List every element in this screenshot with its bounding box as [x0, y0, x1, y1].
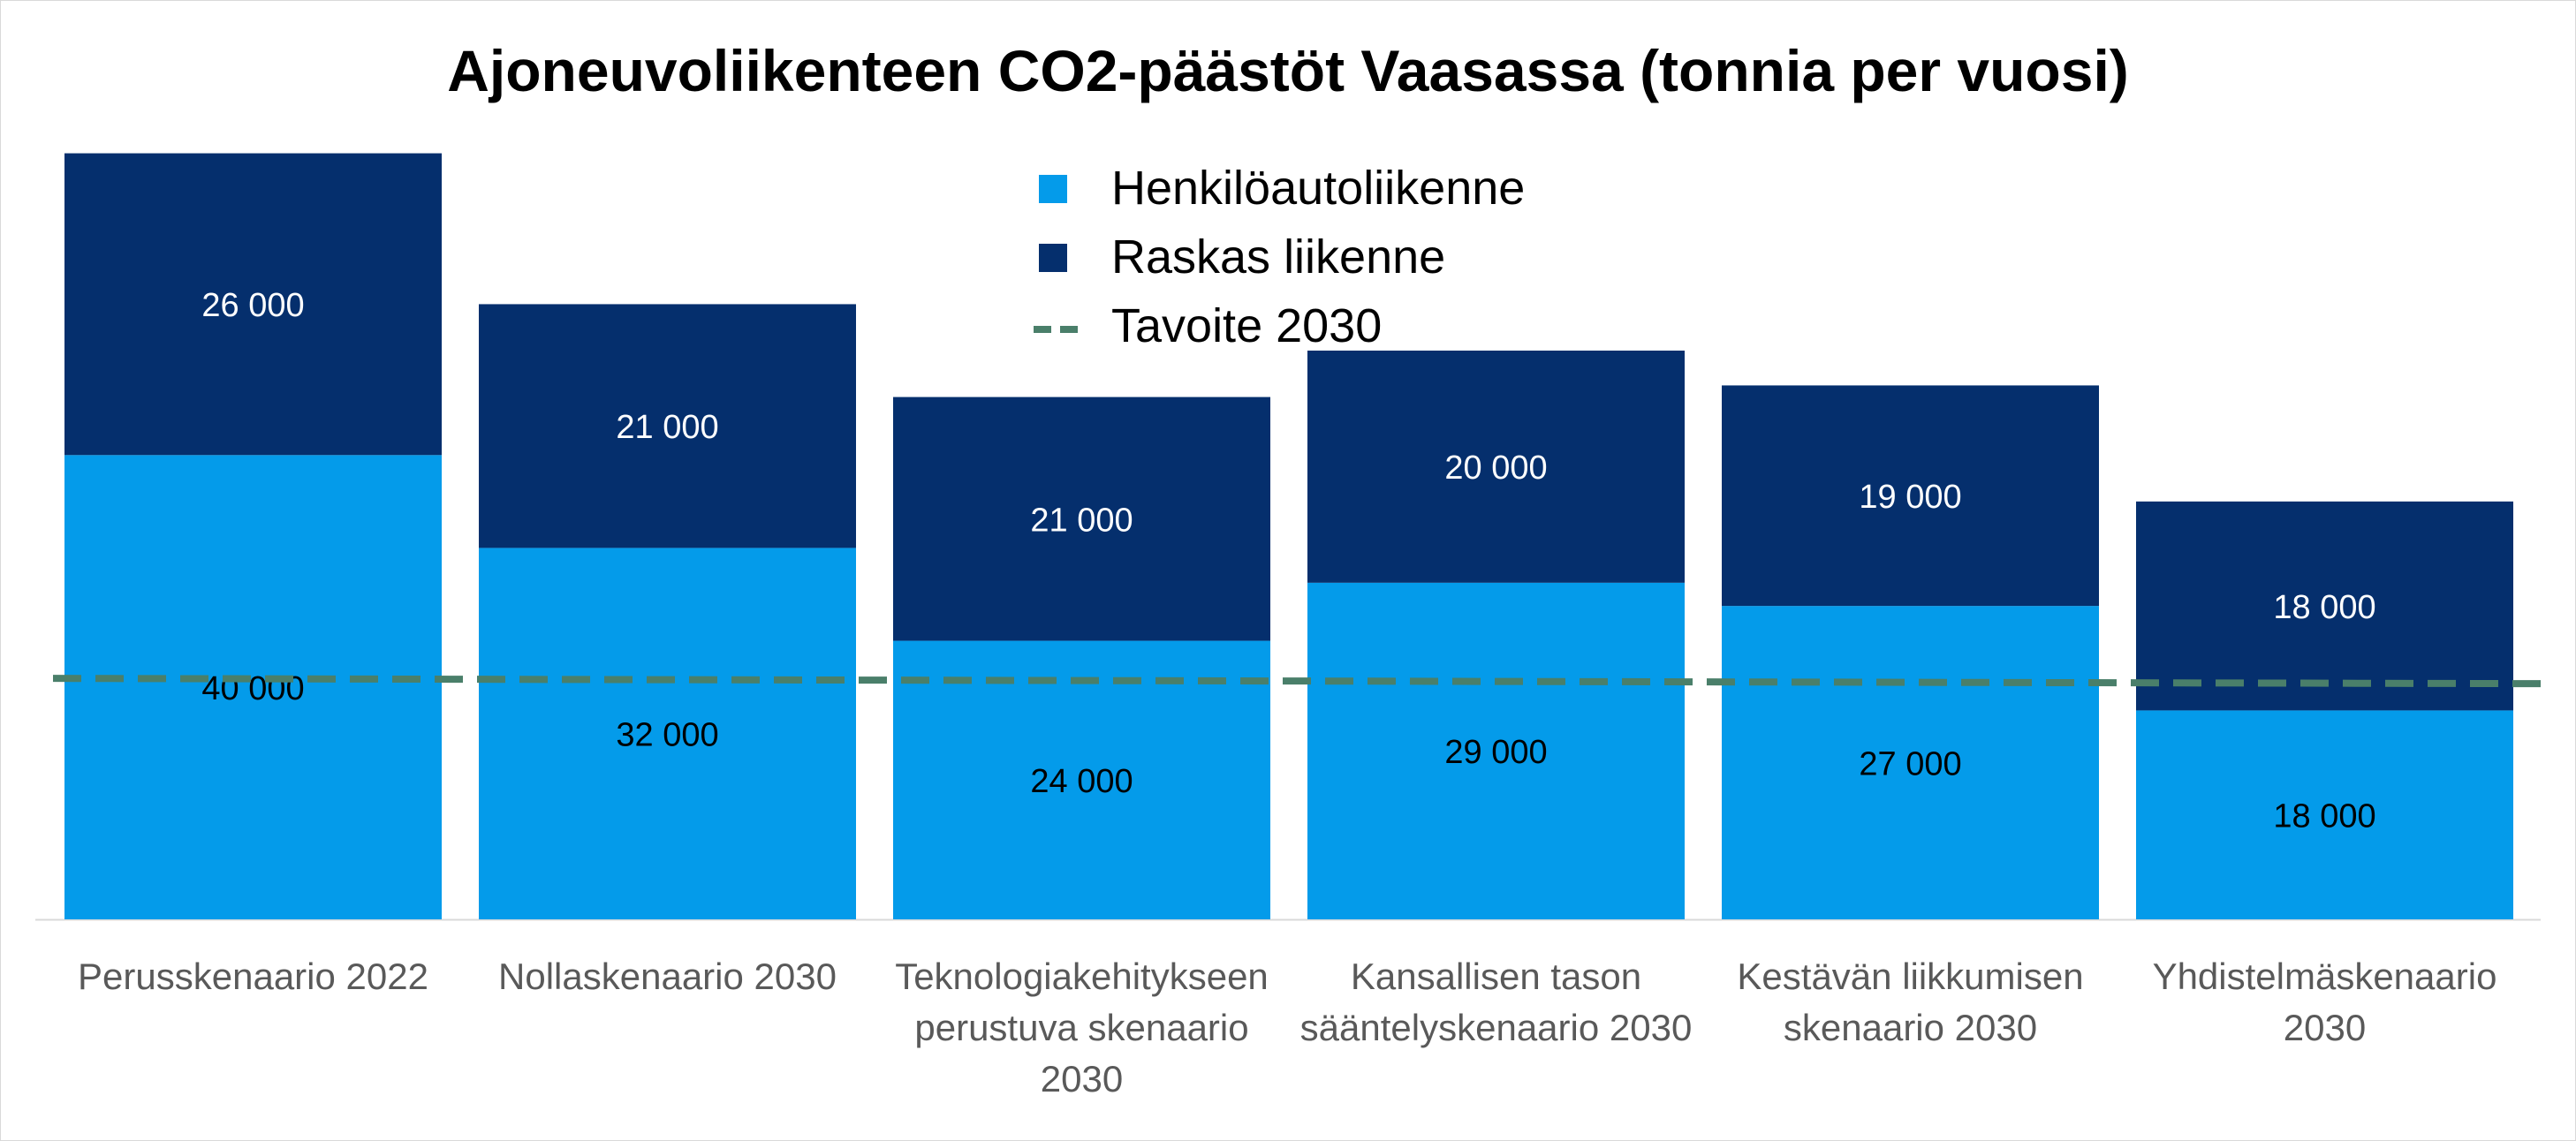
bar-raskas-liikenne-5: [1722, 385, 2099, 607]
data-label-henkiloautoliikenne-4: 29 000: [1444, 734, 1547, 771]
data-label-henkiloautoliikenne-5: 27 000: [1859, 745, 1961, 782]
data-label-raskas-liikenne-5: 19 000: [1859, 479, 1961, 516]
x-tick-label-2: Nollaskenaario 2030: [498, 956, 837, 997]
data-label-raskas-liikenne-6: 18 000: [2273, 589, 2375, 626]
bar-henkiloautoliikenne-4: [1307, 582, 1685, 919]
bar-raskas-liikenne-4: [1307, 351, 1685, 583]
legend-dash-tavoite-2030: [1034, 326, 1081, 333]
bar-henkiloautoliikenne-3: [893, 640, 1270, 919]
data-label-henkiloautoliikenne-6: 18 000: [2273, 797, 2375, 835]
data-label-henkiloautoliikenne-2: 32 000: [616, 716, 718, 753]
data-label-henkiloautoliikenne-3: 24 000: [1030, 763, 1133, 800]
data-label-raskas-liikenne-1: 26 000: [201, 287, 304, 324]
legend-swatch-henkiloautoliikenne: [1039, 175, 1067, 203]
bar-raskas-liikenne-3: [893, 397, 1270, 641]
x-tick-label-1: Perusskenaario 2022: [78, 956, 428, 997]
chart-title: Ajoneuvoliikenteen CO2-päästöt Vaasassa …: [447, 38, 2129, 103]
data-label-raskas-liikenne-3: 21 000: [1030, 502, 1133, 539]
legend-label-tavoite-2030: Tavoite 2030: [1111, 299, 1383, 352]
legend-label-henkiloautoliikenne: Henkilöautoliikenne: [1111, 162, 1526, 215]
bar-raskas-liikenne-1: [64, 153, 442, 456]
x-tick-label-6: Yhdistelmäskenaario 2030: [2152, 956, 2497, 1048]
bar-raskas-liikenne-6: [2136, 501, 2513, 711]
legend-swatch-raskas-liikenne: [1039, 244, 1067, 272]
x-tick-label-5: Kestävän liikkumisen skenaario 2030: [1737, 956, 2084, 1048]
data-label-raskas-liikenne-2: 21 000: [616, 409, 718, 446]
bar-henkiloautoliikenne-1: [64, 455, 442, 919]
bar-raskas-liikenne-2: [479, 304, 856, 548]
x-tick-label-4: Kansallisen tason sääntelyskenaario 2030: [1299, 956, 1693, 1048]
data-label-raskas-liikenne-4: 20 000: [1444, 450, 1547, 487]
target-line-tavoite-2030: [52, 675, 2545, 688]
bar-henkiloautoliikenne-2: [479, 548, 856, 919]
bar-henkiloautoliikenne-5: [1722, 606, 2099, 919]
x-tick-label-3: Teknologiakehitykseen perustuva skenaari…: [895, 956, 1269, 1099]
bar-henkiloautoliikenne-6: [2136, 710, 2513, 919]
legend-label-raskas-liikenne: Raskas liikenne: [1111, 230, 1446, 283]
